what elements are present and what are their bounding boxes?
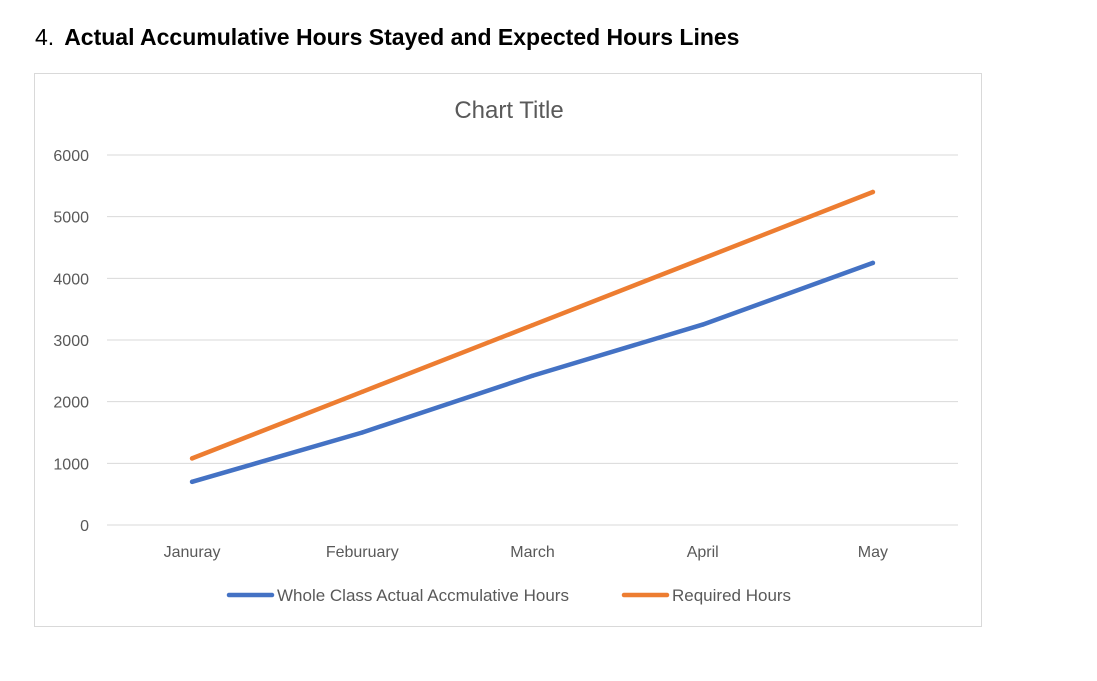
series-line-1: [189, 260, 876, 485]
section-title: Actual Accumulative Hours Stayed and Exp…: [64, 24, 740, 50]
data-point: [360, 389, 365, 394]
y-tick-label: 6000: [53, 148, 89, 165]
x-tick-label: March: [510, 544, 554, 561]
data-point: [870, 260, 876, 266]
section-heading: 4. Actual Accumulative Hours Stayed and E…: [35, 22, 739, 52]
y-tick-label: 4000: [53, 271, 89, 288]
y-axis-tick-labels: 0 1000 2000 3000 4000 5000 6000: [53, 148, 89, 535]
data-point: [870, 189, 876, 195]
data-point: [700, 256, 705, 261]
data-point: [360, 430, 365, 435]
legend-label-2: Required Hours: [672, 586, 791, 605]
x-tick-label: April: [687, 544, 719, 561]
y-tick-label: 3000: [53, 333, 89, 350]
y-tick-label: 0: [80, 518, 89, 535]
y-tick-label: 5000: [53, 210, 89, 227]
legend: Whole Class Actual Accmulative Hours Requ…: [226, 586, 791, 605]
data-point: [530, 373, 535, 378]
data-point: [189, 479, 195, 485]
chart-title: Chart Title: [454, 97, 563, 124]
legend-label-1: Whole Class Actual Accmulative Hours: [277, 586, 569, 605]
section-number: 4.: [35, 24, 55, 50]
y-tick-label: 1000: [53, 456, 89, 473]
x-tick-label: May: [858, 544, 888, 561]
x-tick-label: Feburuary: [326, 544, 399, 561]
chart-area-frame: [34, 73, 982, 627]
x-tick-label: Januray: [164, 544, 221, 561]
data-point: [530, 323, 535, 328]
series-lines: [189, 189, 876, 485]
y-tick-label: 2000: [53, 395, 89, 412]
x-axis-tick-labels: Januray Feburuary March April May: [164, 544, 888, 561]
data-point: [700, 322, 705, 327]
data-point: [189, 456, 195, 461]
